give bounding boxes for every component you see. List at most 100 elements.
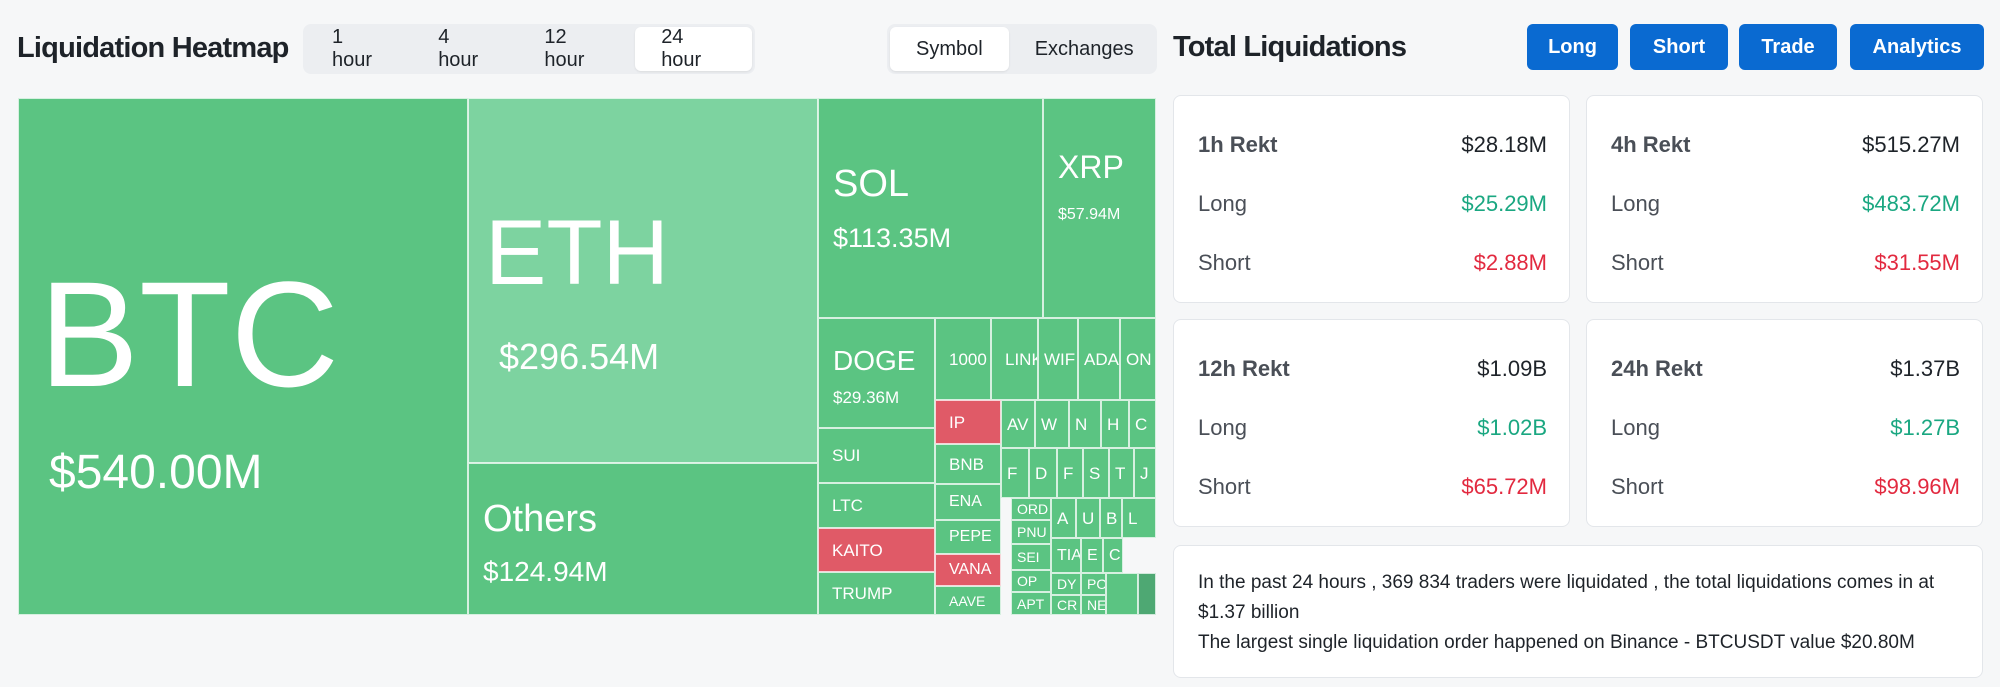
treemap-tile-eth[interactable]: ETH $296.54M (468, 98, 818, 463)
treemap-tile-tia[interactable]: TIA (1051, 538, 1081, 573)
treemap-tile-ltc[interactable]: LTC (818, 483, 935, 528)
tile-symbol: PEPE (949, 528, 992, 545)
treemap-tile-link[interactable]: LINK (991, 318, 1038, 400)
tab-symbol[interactable]: Symbol (890, 27, 1009, 71)
tile-symbol: H (1107, 415, 1120, 434)
tile-symbol: ADA (1084, 350, 1119, 369)
treemap-tile-f[interactable]: F (1001, 448, 1029, 498)
treemap-tile-btc[interactable]: BTC $540.00M (18, 98, 468, 615)
treemap-tile-d[interactable]: D (1029, 448, 1057, 498)
treemap-tile-c[interactable]: C (1103, 538, 1123, 573)
tile-symbol: BNB (949, 455, 984, 474)
treemap-tile-apt[interactable]: APT (1011, 592, 1051, 615)
rekt-total-value: $28.18M (1461, 132, 1547, 157)
long-button[interactable]: Long (1527, 24, 1618, 70)
treemap-tile-dy[interactable]: DY (1051, 573, 1081, 595)
tab-12-hour[interactable]: 12 hour (544, 26, 585, 71)
treemap-tile-j[interactable]: J (1134, 448, 1156, 498)
treemap-tile-vana[interactable]: VANA (935, 554, 1001, 586)
treemap-tile-ada[interactable]: ADA (1078, 318, 1120, 400)
treemap-tile-on[interactable]: ON (1120, 318, 1156, 400)
treemap-tile-t[interactable]: T (1109, 448, 1134, 498)
treemap-tile-a[interactable]: A (1051, 498, 1076, 538)
tile-symbol: OP (1017, 573, 1038, 589)
short-button[interactable]: Short (1630, 24, 1728, 70)
rekt-total-value: $515.27M (1862, 132, 1960, 157)
treemap-tile-bnb[interactable]: BNB (935, 444, 1001, 484)
treemap-tile-w[interactable]: W (1035, 400, 1069, 448)
treemap-tile-ip[interactable]: IP (935, 400, 1001, 444)
treemap-tile-trump[interactable]: TRUMP (818, 572, 935, 615)
short-value: $31.55M (1874, 250, 1960, 275)
liquidation-summary: In the past 24 hours , 369 834 traders w… (1173, 545, 1983, 678)
trade-button[interactable]: Trade (1739, 24, 1837, 70)
short-value: $98.96M (1874, 474, 1960, 499)
tile-symbol: SUI (832, 446, 861, 465)
treemap-tile-sui[interactable]: SUI (818, 428, 935, 483)
treemap-tile-unlabeled[interactable] (1106, 573, 1138, 615)
tile-value: $124.94M (483, 556, 608, 587)
treemap-tile-e[interactable]: E (1081, 538, 1103, 573)
rekt-total-value: $1.37B (1890, 356, 1960, 381)
rekt-total-value: $1.09B (1477, 356, 1547, 381)
tile-symbol: PO (1087, 576, 1106, 592)
tile-value: $29.36M (833, 388, 900, 407)
treemap-tile-wif[interactable]: WIF (1038, 318, 1078, 400)
tile-symbol: F (1063, 464, 1074, 483)
treemap-tile-aave[interactable]: AAVE (935, 586, 1001, 615)
treemap-tile-n[interactable]: N (1069, 400, 1101, 448)
rekt-card-label: 1h Rekt (1198, 132, 1278, 157)
tab-24-hour[interactable]: 24 hour (635, 26, 752, 71)
tile-symbol: TRUMP (832, 584, 893, 603)
tab-4-hour[interactable]: 4 hour (438, 26, 479, 71)
treemap-tile-others[interactable]: Others $124.94M (468, 463, 818, 615)
treemap-tile-po[interactable]: PO (1081, 573, 1106, 595)
summary-line-2: The largest single liquidation order hap… (1198, 632, 1915, 653)
long-label: Long (1198, 415, 1247, 440)
treemap-tile-1000[interactable]: 1000 (935, 318, 991, 400)
treemap-tile-h[interactable]: H (1101, 400, 1129, 448)
treemap-tile-ord[interactable]: ORD (1011, 498, 1051, 520)
treemap-tile-sol[interactable]: SOL $113.35M (818, 98, 1043, 318)
tile-symbol: B (1106, 509, 1118, 528)
treemap-tile-s[interactable]: S (1083, 448, 1109, 498)
tab-1-hour[interactable]: 1 hour (332, 26, 373, 71)
long-label: Long (1611, 191, 1660, 216)
tile-value: $113.35M (833, 223, 952, 253)
time-range-tabs: 1 hour 4 hour 12 hour 24 hour (303, 24, 755, 74)
tile-symbol: C (1109, 547, 1121, 564)
treemap-tile-cr[interactable]: CR (1051, 595, 1081, 615)
long-value: $25.29M (1461, 191, 1547, 216)
short-label: Short (1611, 250, 1664, 275)
long-value: $1.27B (1890, 415, 1960, 440)
treemap-tile-kaito[interactable]: KAITO (818, 528, 935, 572)
treemap-tile-ena[interactable]: ENA (935, 484, 1001, 520)
treemap-tile-xrp[interactable]: XRP $57.94M (1043, 98, 1156, 318)
treemap-tile-av[interactable]: AV (1001, 400, 1035, 448)
tab-exchanges[interactable]: Exchanges (1034, 37, 1134, 60)
treemap-tile-f[interactable]: F (1057, 448, 1083, 498)
tile-symbol: U (1082, 509, 1095, 528)
analytics-button[interactable]: Analytics (1850, 24, 1984, 70)
tile-symbol: C (1135, 415, 1148, 434)
treemap-tile-c[interactable]: C (1129, 400, 1156, 448)
tile-symbol: AAVE (949, 593, 986, 609)
treemap-tile-ne[interactable]: NE (1081, 595, 1106, 615)
view-tabs: Symbol Exchanges (887, 24, 1157, 74)
treemap-tile-u[interactable]: U (1076, 498, 1100, 538)
treemap-tile-op[interactable]: OP (1011, 570, 1051, 592)
tile-symbol: W (1041, 415, 1058, 434)
tile-symbol: 1000 (949, 350, 987, 369)
treemap-tile-sei[interactable]: SEI (1011, 544, 1051, 570)
tile-symbol: NE (1087, 597, 1106, 613)
long-label: Long (1198, 191, 1247, 216)
treemap-tile-unlabeled[interactable] (1138, 573, 1156, 615)
treemap-tile-pepe[interactable]: PEPE (935, 520, 1001, 554)
treemap-tile-doge[interactable]: DOGE $29.36M (818, 318, 935, 428)
treemap-tile-pnu[interactable]: PNU (1011, 520, 1051, 544)
rekt-card-label: 24h Rekt (1611, 356, 1703, 381)
treemap-tile-l[interactable]: L (1122, 498, 1156, 538)
treemap-tile-b[interactable]: B (1100, 498, 1122, 538)
tile-symbol: LINK (1005, 350, 1037, 369)
tile-symbol: PNU (1017, 524, 1047, 540)
